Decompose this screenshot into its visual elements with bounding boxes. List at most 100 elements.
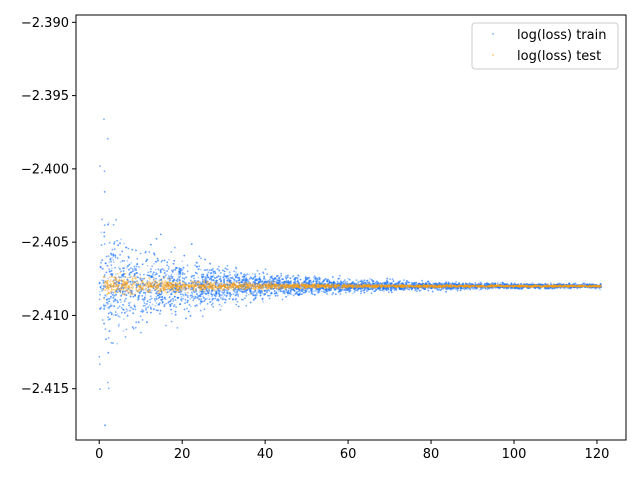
scatter-point <box>129 271 132 274</box>
scatter-point <box>153 281 156 284</box>
scatter-point <box>118 323 120 325</box>
scatter-point <box>492 287 495 290</box>
scatter-point <box>117 266 120 269</box>
scatter-point <box>513 285 516 288</box>
scatter-point <box>582 285 585 288</box>
scatter-point <box>422 287 425 290</box>
scatter-point <box>192 289 195 291</box>
scatter-point <box>257 279 260 281</box>
scatter-point <box>424 283 426 286</box>
scatter-point <box>100 284 103 286</box>
scatter-point <box>174 288 177 290</box>
scatter-point <box>187 291 190 294</box>
scatter-point <box>595 284 598 287</box>
scatter-point <box>563 284 566 287</box>
scatter-point <box>362 283 365 285</box>
scatter-point <box>131 293 134 296</box>
scatter-point <box>243 281 246 284</box>
scatter-point <box>235 271 238 273</box>
scatter-point <box>422 285 424 287</box>
scatter-point <box>304 291 306 294</box>
scatter-point <box>456 284 459 287</box>
scatter-point <box>216 268 219 270</box>
scatter-point <box>250 285 253 287</box>
scatter-point <box>101 279 103 281</box>
scatter-point <box>511 285 514 288</box>
scatter-point <box>206 287 209 290</box>
scatter-point <box>135 267 138 270</box>
scatter-point <box>522 284 525 287</box>
scatter-point <box>199 281 202 283</box>
scatter-point <box>535 285 537 288</box>
scatter-point <box>306 284 309 287</box>
scatter-point <box>413 286 415 289</box>
scatter-point <box>479 284 482 286</box>
scatter-point <box>339 285 342 288</box>
scatter-point <box>592 283 595 286</box>
scatter-point <box>193 289 195 291</box>
scatter-point <box>251 290 254 293</box>
scatter-point <box>240 286 243 289</box>
scatter-point <box>417 288 420 291</box>
scatter-point <box>498 286 501 289</box>
scatter-point <box>599 283 602 286</box>
scatter-point <box>249 283 252 286</box>
scatter-point <box>149 291 152 293</box>
scatter-point <box>100 288 102 290</box>
scatter-point <box>311 283 313 286</box>
scatter-point <box>445 285 447 288</box>
scatter-point <box>262 285 264 288</box>
scatter-point <box>499 284 501 286</box>
scatter-point <box>559 282 561 285</box>
scatter-point <box>348 286 351 289</box>
scatter-point <box>446 284 449 287</box>
scatter-point <box>407 286 409 289</box>
scatter-point <box>159 285 162 288</box>
scatter-point <box>454 284 457 287</box>
scatter-point <box>370 278 373 281</box>
scatter-point <box>396 282 399 285</box>
scatter-point <box>198 297 201 300</box>
scatter-point <box>459 287 462 289</box>
scatter-point <box>138 284 141 286</box>
scatter-point <box>182 295 185 297</box>
scatter-point <box>544 283 547 286</box>
scatter-point <box>420 284 423 286</box>
scatter-point <box>287 288 290 291</box>
scatter-point <box>170 287 173 289</box>
scatter-point <box>309 281 312 284</box>
scatter-point <box>328 285 330 288</box>
scatter-point <box>265 283 268 286</box>
scatter-point <box>377 282 380 284</box>
scatter-point <box>137 266 140 268</box>
scatter-point <box>135 289 138 291</box>
scatter-point <box>564 285 566 287</box>
scatter-point <box>293 283 296 286</box>
scatter-point <box>142 288 145 290</box>
scatter-point <box>457 287 460 290</box>
scatter-point <box>129 301 132 304</box>
scatter-point <box>582 284 585 287</box>
scatter-point <box>181 287 184 290</box>
scatter-point <box>276 278 278 281</box>
scatter-point <box>486 281 488 284</box>
scatter-point <box>203 296 206 299</box>
scatter-point <box>487 284 490 286</box>
scatter-point <box>434 285 437 288</box>
scatter-point <box>276 284 279 287</box>
scatter-point <box>269 284 272 286</box>
scatter-point <box>531 281 534 284</box>
scatter-point <box>166 282 168 285</box>
scatter-point <box>572 284 575 287</box>
scatter-point <box>123 309 126 311</box>
scatter-point <box>281 287 283 290</box>
scatter-point <box>213 293 216 295</box>
scatter-point <box>322 287 324 290</box>
scatter-point <box>530 285 532 287</box>
scatter-point <box>567 285 570 287</box>
scatter-point <box>524 285 527 288</box>
scatter-point <box>426 284 429 287</box>
scatter-point <box>252 277 255 280</box>
scatter-point <box>354 286 357 289</box>
scatter-point <box>558 282 561 285</box>
